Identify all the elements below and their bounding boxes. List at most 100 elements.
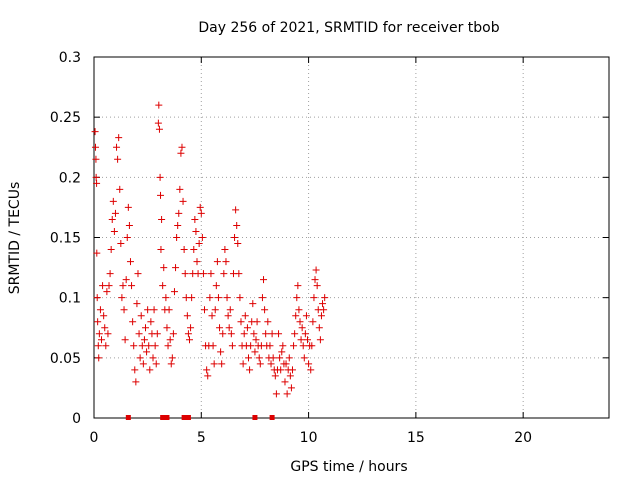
data-point [252,336,260,344]
data-point [137,312,145,320]
data-point [255,354,263,362]
y-tick-label: 0.3 [59,50,81,66]
x-tick-label: 10 [300,430,318,446]
data-point [179,197,187,205]
data-point [157,246,165,254]
data-point [209,342,217,350]
data-point [218,360,226,368]
data-point [217,348,225,356]
data-point [253,318,261,326]
data-point [288,366,296,374]
data-point [145,342,153,350]
data-point [193,258,201,266]
x-tick-label: 0 [90,430,99,446]
data-point [300,354,308,362]
data-point [104,330,112,338]
data-point [91,128,99,136]
data-point [319,300,327,308]
data-point [130,342,138,350]
data-point [176,185,184,193]
data-point [163,324,171,332]
baseline-mark [164,415,170,420]
data-point [94,318,102,326]
data-point [302,312,310,320]
y-tick-label: 0 [72,411,81,427]
data-point [296,318,304,326]
data-point [155,125,163,133]
data-point [151,342,159,350]
data-point [206,294,214,302]
data-point [129,318,137,326]
data-point [278,348,286,356]
data-point [94,342,102,350]
data-point [279,342,287,350]
data-point [191,215,199,223]
data-point [122,276,130,284]
data-point [102,342,110,350]
data-point [115,134,123,142]
data-point [287,384,295,392]
data-point [147,318,155,326]
data-point [188,294,196,302]
data-point [190,246,198,254]
data-point [266,342,274,350]
data-point [320,306,328,314]
data-point [95,330,103,338]
data-point [201,306,209,314]
data-point [291,330,299,338]
data-point [245,354,252,362]
data-point [249,300,257,308]
data-point [213,258,221,266]
data-point [275,330,283,338]
data-point [105,282,113,290]
data-point [126,258,134,266]
data-point [195,240,203,248]
axis-ticks: 0 5 10 15 20 0 0.05 0.1 0.15 0.2 0.25 0.3 [50,50,609,446]
data-point [142,324,149,332]
data-point [125,221,133,229]
data-point [95,354,103,362]
data-point [177,149,185,157]
data-point [311,276,319,284]
data-point [304,336,312,344]
data-point [271,372,279,380]
data-point [138,342,146,350]
data-point [236,294,244,302]
data-point [165,306,173,314]
data-point [93,249,101,257]
data-point [268,330,276,338]
data-point [264,318,272,326]
data-point [107,246,115,254]
data-point [174,221,182,229]
data-point [120,306,128,314]
data-point [183,312,191,320]
data-point [208,312,216,320]
x-tick-label: 20 [514,430,532,446]
data-point [160,264,168,272]
data-point [220,270,228,278]
data-point [139,360,147,368]
baseline-mark [269,415,275,420]
data-point [204,372,212,380]
data-point [277,366,285,374]
data-point [243,324,251,332]
data-point [198,234,206,241]
data-point [199,270,207,278]
data-point [103,288,111,296]
data-point [140,336,148,344]
data-point [295,306,303,314]
data-point [154,119,162,127]
baseline-mark [181,415,187,420]
data-point [216,324,224,332]
baseline-mark [252,415,258,420]
data-point [292,312,300,320]
data-point [282,360,290,368]
data-point [192,227,200,235]
data-point [109,197,117,205]
data-point [156,173,164,181]
data-point [100,312,108,320]
data-point [144,306,152,314]
data-point [298,324,306,332]
